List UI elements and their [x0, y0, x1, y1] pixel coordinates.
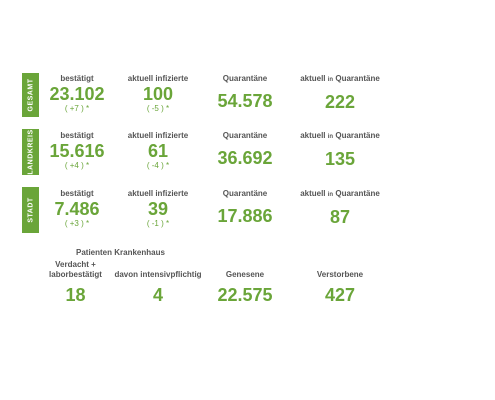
gesamt-quarantine-value: 54.578: [217, 91, 273, 111]
gesamt-quarantine: Quarantäne 54.578: [205, 74, 285, 111]
gesamt-infected-value: 100: [142, 84, 174, 104]
hospital-recovered-label: Genesene: [225, 270, 265, 279]
landkreis-infected-label: aktuell infizierte: [127, 131, 189, 140]
gesamt-infected: aktuell infizierte 100 ( -5 ) *: [118, 74, 198, 114]
hospital-intensive-value: 4: [152, 285, 163, 305]
landkreis-quarantine: Quarantäne 36.692: [205, 131, 285, 168]
hospital-deceased-label: Verstorbene: [316, 270, 364, 279]
section-label-gesamt-text: GESAMT: [27, 78, 34, 112]
hospital-suspected-value: 18: [65, 285, 86, 305]
hospital-title: Patienten Krankenhaus: [76, 248, 165, 257]
stadt-quarantine-value: 17.886: [217, 206, 273, 226]
gesamt-confirmed-label: bestätigt: [60, 74, 94, 83]
section-label-gesamt: GESAMT: [22, 73, 39, 117]
landkreis-quarantine-label: Quarantäne: [222, 131, 268, 140]
gesamt-infected-label: aktuell infizierte: [127, 74, 189, 83]
landkreis-confirmed: bestätigt 15.616 ( +4 ) *: [42, 131, 112, 171]
landkreis-infected: aktuell infizierte 61 ( -4 ) *: [118, 131, 198, 171]
section-label-stadt: STADT: [22, 187, 39, 233]
hospital-recovered: Genesene 22.575: [205, 270, 285, 305]
hospital-deceased: Verstorbene 427: [290, 270, 390, 305]
landkreis-quarantine-value: 36.692: [217, 148, 273, 168]
section-label-landkreis-text: LANDKREIS: [27, 129, 34, 175]
landkreis-confirmed-label: bestätigt: [60, 131, 94, 140]
section-label-stadt-text: STADT: [27, 197, 34, 223]
stadt-confirmed-value: 7.486: [54, 199, 100, 219]
hospital-intensive-label: davon intensivpflichtig: [114, 270, 202, 279]
stadt-current-quarantine-value: 87: [329, 207, 351, 227]
hospital-intensive: davon intensivpflichtig 4: [113, 270, 203, 305]
hospital-suspected-label-line2: laborbestätigt: [49, 270, 102, 279]
landkreis-infected-change: ( -4 ) *: [146, 161, 170, 170]
stadt-infected-change: ( -1 ) *: [146, 219, 170, 228]
gesamt-confirmed-value: 23.102: [49, 84, 105, 104]
gesamt-current-quarantine-value: 222: [324, 92, 356, 112]
landkreis-current-quarantine-label: aktuell in Quarantäne: [300, 131, 380, 140]
stadt-quarantine: Quarantäne 17.886: [205, 189, 285, 226]
gesamt-current-quarantine-label: aktuell in Quarantäne: [300, 74, 380, 83]
stadt-current-quarantine: aktuell in Quarantäne 87: [290, 189, 390, 227]
hospital-recovered-value: 22.575: [217, 285, 273, 305]
hospital-suspected-label-line1: Verdacht +: [55, 260, 96, 269]
stadt-current-quarantine-label: aktuell in Quarantäne: [300, 189, 380, 198]
gesamt-infected-change: ( -5 ) *: [146, 104, 170, 113]
hospital-deceased-value: 427: [324, 285, 356, 305]
landkreis-current-quarantine-value: 135: [324, 149, 356, 169]
hospital-suspected: Verdacht + laborbestätigt 18: [38, 260, 113, 305]
gesamt-quarantine-label: Quarantäne: [222, 74, 268, 83]
stadt-confirmed: bestätigt 7.486 ( +3 ) *: [42, 189, 112, 229]
section-label-landkreis: LANDKREIS: [22, 129, 39, 175]
stadt-quarantine-label: Quarantäne: [222, 189, 268, 198]
stadt-infected: aktuell infizierte 39 ( -1 ) *: [118, 189, 198, 229]
stadt-confirmed-label: bestätigt: [60, 189, 94, 198]
stadt-confirmed-change: ( +3 ) *: [64, 219, 90, 228]
gesamt-confirmed-change: ( +7 ) *: [64, 104, 90, 113]
landkreis-confirmed-value: 15.616: [49, 141, 105, 161]
stadt-infected-label: aktuell infizierte: [127, 189, 189, 198]
gesamt-confirmed: bestätigt 23.102 ( +7 ) *: [42, 74, 112, 114]
landkreis-confirmed-change: ( +4 ) *: [64, 161, 90, 170]
landkreis-infected-value: 61: [147, 141, 169, 161]
landkreis-current-quarantine: aktuell in Quarantäne 135: [290, 131, 390, 169]
stadt-infected-value: 39: [147, 199, 169, 219]
gesamt-current-quarantine: aktuell in Quarantäne 222: [290, 74, 390, 112]
